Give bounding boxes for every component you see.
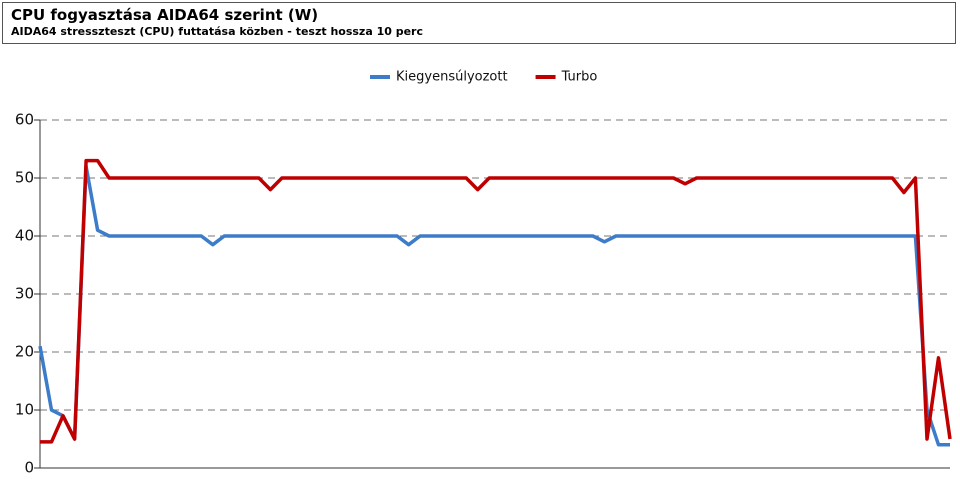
header: CPU fogyasztása AIDA64 szerint (W) AIDA6… [2,2,956,44]
y-tick-label: 10 [15,401,34,419]
y-tick-label: 50 [15,169,34,187]
y-tick-label: 60 [15,111,34,129]
series-line [38,164,950,447]
y-tick-label: 20 [15,343,34,361]
y-tick-label: 40 [15,227,34,245]
series-line [40,158,952,444]
y-tick-label: 0 [24,459,34,477]
legend-label: Kiegyensúlyozott [396,70,508,85]
legend-label: Turbo [561,70,598,85]
y-tick-label: 30 [15,285,34,303]
chart-subtitle: AIDA64 stresszteszt (CPU) futtatása közb… [11,25,424,38]
chart-title: CPU fogyasztása AIDA64 szerint (W) [11,6,319,24]
